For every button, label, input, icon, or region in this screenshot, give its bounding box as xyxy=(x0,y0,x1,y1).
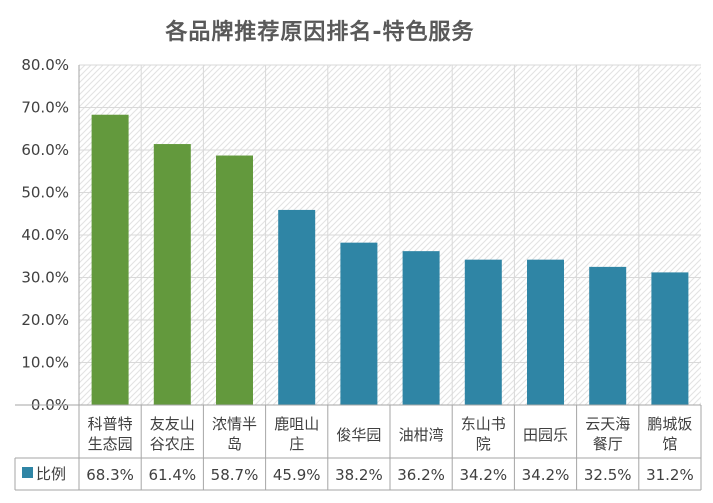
bar xyxy=(464,259,502,405)
y-tick-label: 60.0% xyxy=(21,141,69,159)
legend-swatch xyxy=(22,467,33,478)
x-tick-label: 友友山 xyxy=(150,415,195,433)
bar xyxy=(651,272,689,405)
data-label: 31.2% xyxy=(646,466,694,484)
x-tick-label: 俊华园 xyxy=(336,426,381,444)
x-tick-label: 浓情半 xyxy=(212,415,257,433)
data-label: 34.2% xyxy=(522,466,570,484)
data-label: 68.3% xyxy=(86,466,134,484)
data-label: 45.9% xyxy=(273,466,321,484)
y-tick-label: 80.0% xyxy=(21,56,69,74)
data-label: 38.2% xyxy=(335,466,383,484)
legend-label: 比例 xyxy=(36,465,66,483)
x-tick-label: 鹏城饭 xyxy=(647,415,692,433)
x-tick-label: 馆 xyxy=(662,435,677,453)
y-tick-label: 20.0% xyxy=(21,311,69,329)
x-tick-label: 田园乐 xyxy=(523,426,568,444)
y-tick-label: 70.0% xyxy=(21,99,69,117)
x-tick-label: 餐厅 xyxy=(593,435,623,453)
chart-title: 各品牌推荐原因排名-特色服务 xyxy=(165,20,475,45)
data-label: 36.2% xyxy=(397,466,445,484)
x-tick-label: 云天海 xyxy=(585,415,630,433)
y-tick-label: 40.0% xyxy=(21,226,69,244)
x-tick-label: 生态园 xyxy=(88,435,133,453)
x-tick-label: 岛 xyxy=(227,435,242,453)
x-tick-label: 庄 xyxy=(289,435,304,453)
x-tick-label: 油柑湾 xyxy=(399,426,444,444)
bar xyxy=(527,259,564,405)
data-label: 32.5% xyxy=(584,466,632,484)
data-label: 58.7% xyxy=(211,466,259,484)
bar xyxy=(153,144,191,406)
x-tick-label: 院 xyxy=(476,435,491,453)
bar xyxy=(91,114,129,405)
data-label: 34.2% xyxy=(459,466,507,484)
x-tick-label: 鹿咀山 xyxy=(274,415,319,433)
bar xyxy=(216,155,253,405)
x-tick-label: 谷农庄 xyxy=(150,435,195,453)
x-tick-label: 科普特 xyxy=(88,415,133,433)
bar xyxy=(402,251,440,405)
y-tick-label: 10.0% xyxy=(21,354,69,372)
bar xyxy=(589,266,627,405)
bar xyxy=(340,242,378,405)
y-tick-label: 30.0% xyxy=(21,269,69,287)
y-tick-label: 50.0% xyxy=(21,184,69,202)
data-label: 61.4% xyxy=(148,466,196,484)
x-tick-label: 东山书 xyxy=(461,415,506,433)
bar xyxy=(278,209,316,405)
